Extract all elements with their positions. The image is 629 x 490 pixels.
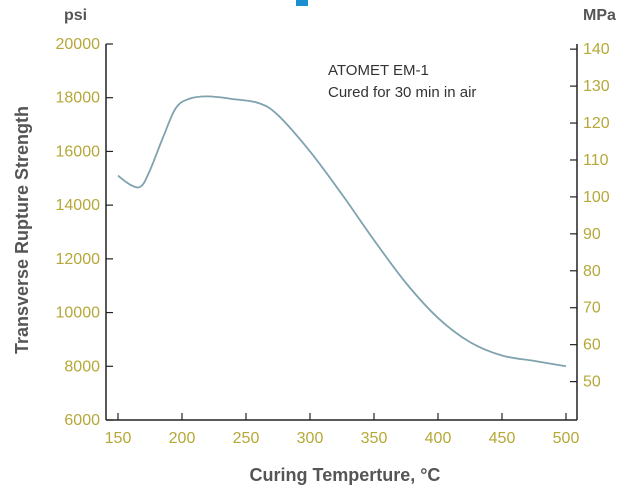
y-left-tick-label: 20000 bbox=[56, 36, 101, 53]
y-left-tick-label: 14000 bbox=[56, 197, 101, 214]
y-right-tick-label: 140 bbox=[583, 41, 610, 58]
y-right-tick-label: 50 bbox=[583, 374, 601, 391]
x-tick-label: 450 bbox=[489, 430, 516, 447]
y-left-unit: psi bbox=[64, 7, 87, 24]
y-left-tick-label: 16000 bbox=[56, 143, 101, 160]
x-axis-title: Curing Temperture, °C bbox=[250, 465, 441, 485]
x-tick-label: 300 bbox=[297, 430, 324, 447]
y-left-tick-label: 6000 bbox=[64, 412, 100, 429]
x-tick-label: 500 bbox=[553, 430, 580, 447]
x-tick-label: 350 bbox=[361, 430, 388, 447]
y-left-tick-label: 10000 bbox=[56, 305, 101, 322]
y-left-tick-label: 18000 bbox=[56, 90, 101, 107]
ticks-layer: 6000 8000 10000 12000 14000 16000 18000 20000 50… bbox=[56, 36, 610, 447]
y-right-tick-label: 70 bbox=[583, 300, 601, 317]
y-left-tick-label: 12000 bbox=[56, 251, 101, 268]
annotation-line-2: Cured for 30 min in air bbox=[328, 84, 476, 101]
y-axis-title: Transverse Rupture Strength bbox=[12, 106, 32, 354]
x-tick-label: 400 bbox=[425, 430, 452, 447]
x-tick-label: 150 bbox=[105, 430, 132, 447]
series-line bbox=[117, 95, 567, 368]
y-right-tick-label: 110 bbox=[583, 152, 609, 169]
top-title-fragment bbox=[296, 0, 308, 6]
x-tick-label: 250 bbox=[233, 430, 260, 447]
y-right-tick-label: 90 bbox=[583, 226, 601, 243]
y-right-tick-label: 80 bbox=[583, 263, 601, 280]
y-right-tick-label: 120 bbox=[583, 115, 610, 132]
y-right-tick-label: 60 bbox=[583, 337, 601, 354]
x-tick-label: 200 bbox=[169, 430, 196, 447]
y-right-tick-label: 130 bbox=[583, 78, 610, 95]
annotation-line-1: ATOMET EM-1 bbox=[328, 62, 429, 79]
y-right-tick-label: 100 bbox=[583, 189, 610, 206]
y-right-unit: MPa bbox=[583, 7, 616, 24]
y-left-tick-label: 8000 bbox=[64, 358, 100, 375]
